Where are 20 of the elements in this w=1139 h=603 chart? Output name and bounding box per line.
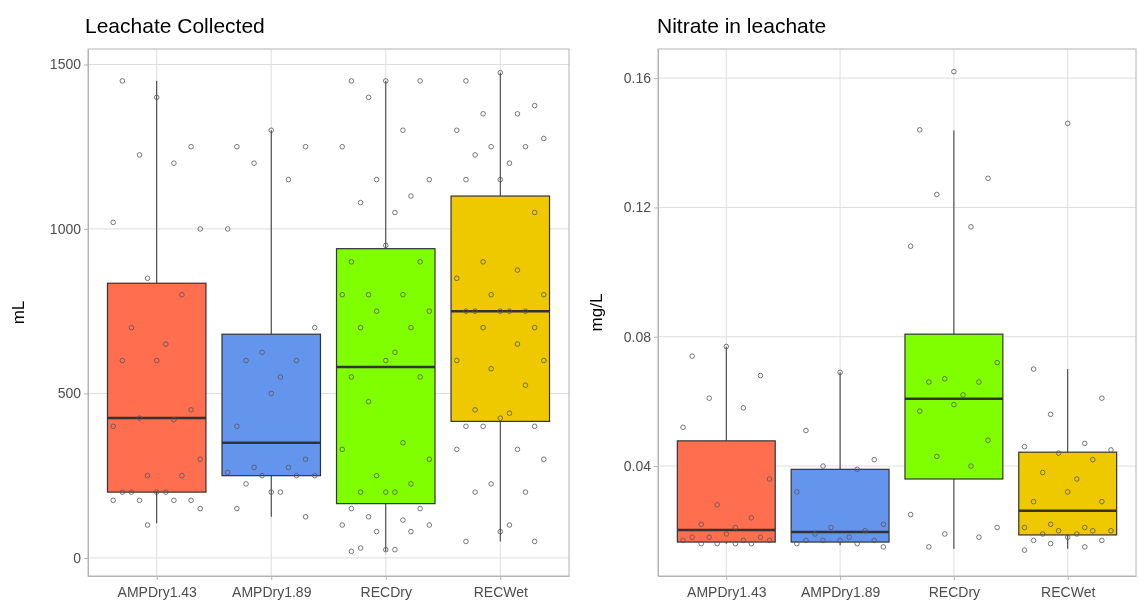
y-tick-label: 0.12 — [623, 199, 652, 216]
y-tick-label: 0.16 — [623, 70, 652, 87]
y-tick-label: 500 — [57, 385, 82, 402]
y-tick-label: 1000 — [49, 220, 82, 237]
y-tick-label: 0.04 — [623, 458, 652, 475]
x-tick-label: AMPDry1.43 — [117, 584, 198, 600]
x-tick-label: RECDry — [360, 584, 412, 600]
x-tick-label: RECWet — [1041, 584, 1096, 600]
x-tick-label: RECWet — [473, 584, 528, 600]
y-tick-label: 0 — [73, 549, 82, 566]
chart-title: Nitrate in leachate — [657, 14, 827, 37]
y-tick-label: 1500 — [49, 56, 82, 73]
x-tick-label: RECDry — [928, 584, 981, 600]
x-tick-label: AMPDry1.89 — [800, 584, 881, 600]
y-axis-title: mL — [9, 300, 28, 325]
chart-title: Leachate Collected — [85, 14, 265, 37]
x-tick-label: AMPDry1.89 — [232, 584, 312, 600]
y-tick-label: 0.08 — [623, 328, 652, 345]
x-tick-label: AMPDry1.43 — [687, 584, 767, 600]
y-axis-title: mg/L — [587, 293, 606, 332]
